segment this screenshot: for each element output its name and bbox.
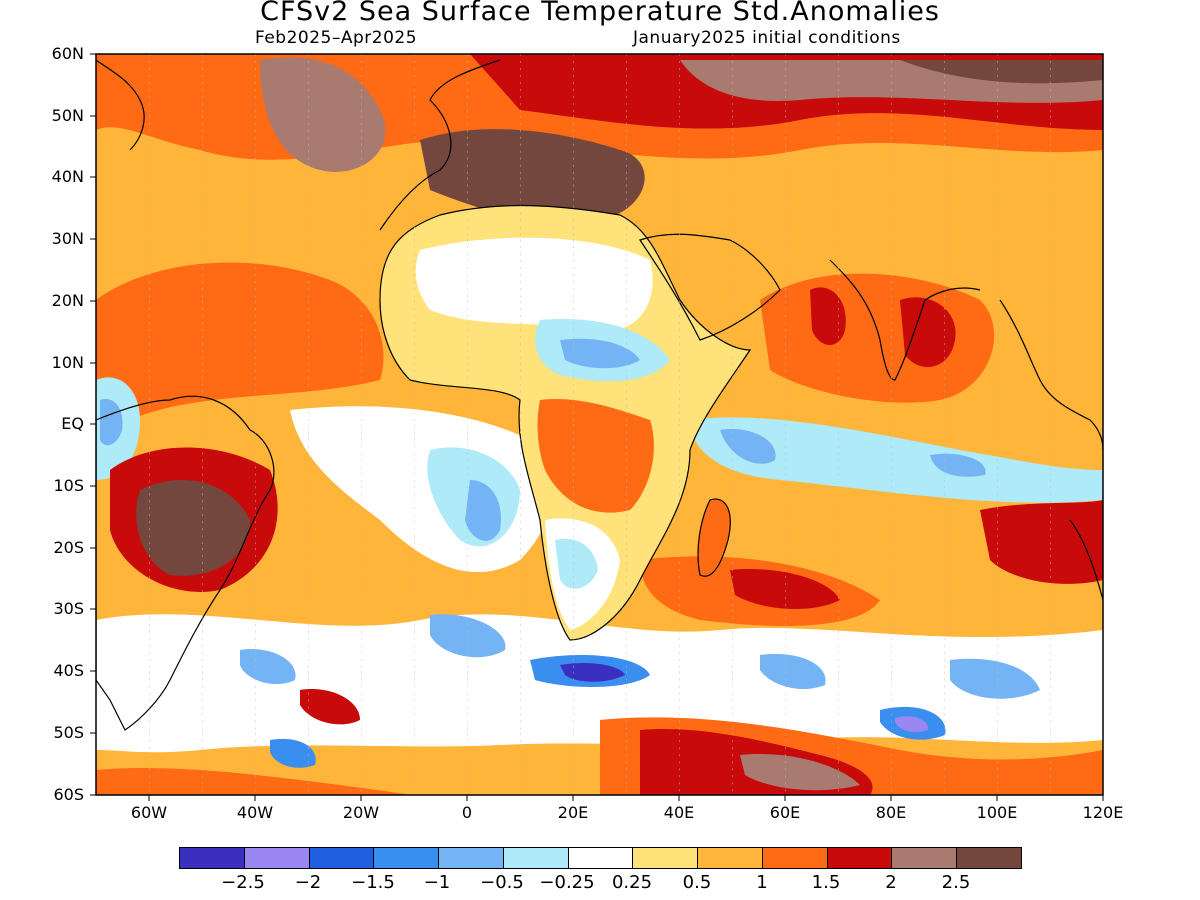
lon-label-120e: 120E xyxy=(1082,803,1124,822)
colorbar-swatch xyxy=(698,848,763,868)
colorbar-tick: 2.5 xyxy=(941,872,971,893)
map-title: CFSv2 Sea Surface Temperature Std.Anomal… xyxy=(260,0,940,27)
lat-label-10n: 10N xyxy=(51,353,84,372)
colorbar-swatch xyxy=(568,848,634,868)
colorbar-tick: −0.25 xyxy=(539,872,595,893)
colorbar-tick: 0.25 xyxy=(611,872,653,893)
colorbar-tick: −2.5 xyxy=(221,872,265,893)
colorbar-tick: −2 xyxy=(294,872,322,893)
lon-ticks xyxy=(148,795,1104,801)
lat-label-50s: 50S xyxy=(53,723,84,742)
initial-conditions: January2025 initial conditions xyxy=(633,28,901,48)
lon-label-0: 0 xyxy=(461,803,473,822)
lat-label-60n: 60N xyxy=(51,44,84,63)
lon-label-40w: 40W xyxy=(236,803,274,822)
lat-ticks xyxy=(90,53,96,796)
lon-label-100e: 100E xyxy=(976,803,1018,822)
lon-label-80e: 80E xyxy=(875,803,907,822)
colorbar-tick: −0.5 xyxy=(480,872,524,893)
colorbar-tick: 2 xyxy=(885,872,897,893)
lat-label-40n: 40N xyxy=(51,167,84,186)
lon-label-20e: 20E xyxy=(557,803,589,822)
colorbar-swatch xyxy=(827,848,893,868)
colorbar-swatch xyxy=(244,848,310,868)
lat-label-30s: 30S xyxy=(53,599,84,618)
lat-label-30n: 30N xyxy=(51,229,84,248)
colorbar-swatch xyxy=(503,848,569,868)
colorbar-swatch xyxy=(957,848,1021,868)
colorbar-tick: 1 xyxy=(756,872,768,893)
colorbar-tick: 0.5 xyxy=(682,872,712,893)
lon-label-20w: 20W xyxy=(342,803,380,822)
colorbar-swatch xyxy=(180,848,245,868)
lat-label-60s: 60S xyxy=(53,785,84,804)
colorbar-tick: −1 xyxy=(423,872,451,893)
colorbar-tick: −1.5 xyxy=(351,872,395,893)
colorbar-swatch xyxy=(762,848,828,868)
lon-label-40e: 40E xyxy=(663,803,695,822)
colorbar-swatch xyxy=(439,848,504,868)
lat-label-10s: 10S xyxy=(53,476,84,495)
colorbar-tick: 1.5 xyxy=(811,872,841,893)
lat-label-20s: 20S xyxy=(53,538,84,557)
lon-label-60w: 60W xyxy=(130,803,168,822)
colorbar-swatch xyxy=(309,848,375,868)
colorbar-swatch xyxy=(374,848,440,868)
lon-label-60e: 60E xyxy=(769,803,801,822)
lat-label-40s: 40S xyxy=(53,661,84,680)
forecast-period: Feb2025–Apr2025 xyxy=(255,28,418,48)
lat-label-20n: 20N xyxy=(51,291,84,310)
lat-label-50n: 50N xyxy=(51,106,84,125)
colorbar-swatch xyxy=(633,848,699,868)
lat-label-eq: EQ xyxy=(61,414,84,433)
colorbar xyxy=(179,847,1022,869)
colorbar-swatch xyxy=(892,848,958,868)
